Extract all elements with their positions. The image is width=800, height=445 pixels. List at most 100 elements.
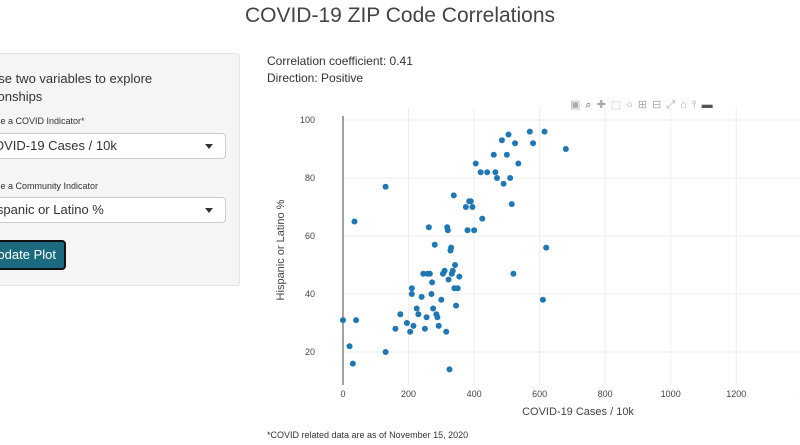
correlation-direction: Direction: Positive [267,71,364,85]
covid-indicator-label: ose a COVID Indicator* [0,116,85,126]
data-point [408,291,415,297]
data-point [428,291,435,297]
plot-modebar: ▣ ⌕ ✚ ⬚ ○ ⊞ ⊟ ⤢ ⌂ ⫯ ▬ [570,98,713,112]
data-point [530,140,537,147]
data-point [490,151,497,158]
home-icon[interactable]: ⌂ [680,99,687,111]
data-point [421,325,428,332]
community-indicator-label: ose a Community Indicator [0,181,99,191]
data-point [526,128,533,135]
data-point [382,349,389,355]
community-indicator-value: ispanic or Latino % [0,202,104,217]
data-point [541,128,548,135]
data-point [408,285,415,292]
data-point [450,192,457,199]
x-tick-label: 400 [467,389,482,399]
data-point [505,131,512,138]
data-point [543,244,550,251]
spike-icon[interactable]: ⫯ [691,99,697,111]
controls-panel: ose two variables to explore tionships o… [0,53,240,286]
data-point [435,322,442,329]
data-point [492,169,499,176]
zoom-in-icon[interactable]: ⊞ [637,99,648,111]
y-axis-label: Hispanic or Latino % [275,199,287,300]
data-point [403,320,410,326]
x-tick-label: 0 [340,389,345,399]
data-point [454,285,461,292]
data-point [471,227,478,234]
box-select-icon[interactable]: ⬚ [610,99,622,111]
hover-compare-icon[interactable]: ▬ [701,99,713,111]
x-axis-label: COVID-19 Cases / 10k [522,406,634,418]
data-point [512,140,519,147]
camera-icon[interactable]: ▣ [570,99,581,111]
x-tick-label: 800 [598,389,613,399]
covid-indicator-value: OVID-19 Cases / 10k [0,138,117,153]
x-tick-label: 1200 [726,389,746,399]
data-point [410,322,417,329]
zoom-out-icon[interactable]: ⊟ [652,99,662,111]
data-point [464,227,471,234]
x-tick-label: 200 [401,389,416,399]
data-point [425,224,432,231]
data-point [349,360,356,367]
y-tick-label: 100 [300,115,315,125]
data-point [426,270,433,277]
chevron-down-icon [205,144,213,149]
data-point [430,305,437,312]
data-point [434,314,441,321]
data-point [449,267,456,274]
data-point [448,244,455,251]
zoom-icon[interactable]: ⌕ [585,99,592,111]
community-indicator-select[interactable]: ispanic or Latino % [0,197,226,223]
data-point [423,314,430,321]
data-point [441,267,448,274]
lasso-icon[interactable]: ○ [626,99,633,111]
y-tick-label: 60 [305,231,315,241]
data-point [484,169,491,176]
data-point [429,279,436,286]
data-point [444,227,451,234]
data-point [515,160,522,167]
data-point [462,204,469,210]
data-point [467,198,474,205]
data-point [562,146,569,152]
chevron-down-icon [205,208,213,213]
data-point [351,218,358,225]
data-point [508,201,515,208]
data-point [420,270,427,277]
data-point [469,204,476,210]
page-title: COVID-19 ZIP Code Correlations [244,4,556,27]
y-tick-label: 20 [305,347,315,357]
covid-indicator-select[interactable]: OVID-19 Cases / 10k [0,133,226,159]
data-point [340,317,346,324]
data-point [438,296,445,303]
data-point [382,183,389,190]
y-tick-label: 40 [305,289,315,299]
data-point [477,169,484,176]
data-point [418,293,425,300]
data-point [443,328,450,335]
data-point [445,276,452,283]
x-tick-label: 600 [532,389,547,399]
pan-icon[interactable]: ✚ [596,99,606,111]
data-point [397,311,404,318]
x-tick-label: 1000 [661,389,681,399]
panel-intro: ose two variables to explore tionships [0,71,153,104]
data-point [510,270,517,277]
autoscale-icon[interactable]: ⤢ [666,99,676,111]
data-point [472,160,479,167]
footnote: *COVID related data are as of November 1… [267,430,469,440]
correlation-coefficient: Correlation coefficient: 0.41 [267,54,413,68]
data-point [446,366,453,373]
data-point [479,215,486,222]
data-point [415,311,422,318]
data-point [413,305,420,312]
data-point [498,137,505,144]
update-plot-button[interactable]: odate Plot [0,240,66,270]
data-point [500,180,507,187]
data-point [456,273,463,280]
y-tick-label: 80 [305,173,315,183]
data-point [494,175,501,181]
